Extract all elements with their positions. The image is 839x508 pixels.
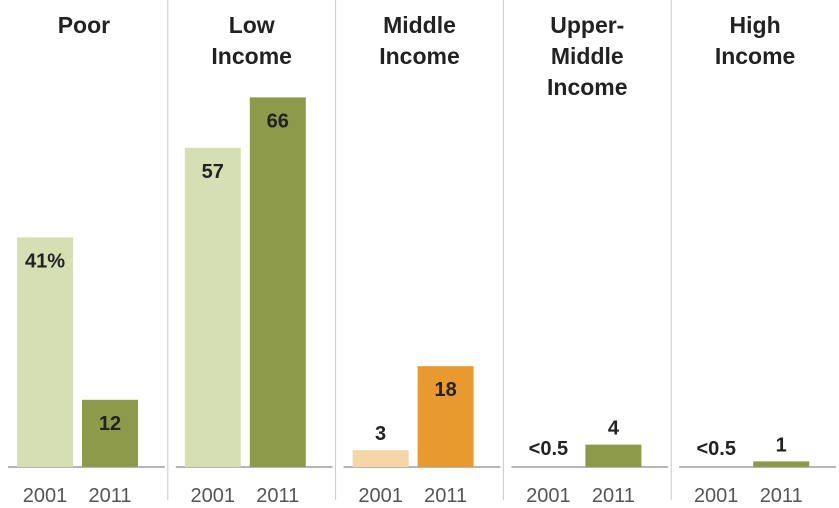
x-tick-label: 2001 xyxy=(526,485,571,507)
bar-2011 xyxy=(249,97,306,468)
x-tick-label: 2011 xyxy=(424,485,467,507)
x-tick-label: 2001 xyxy=(191,485,236,507)
x-tick-label: 2011 xyxy=(592,485,635,507)
bar-2001 xyxy=(352,450,409,467)
data-label: 66 xyxy=(267,110,289,132)
bar-2011 xyxy=(585,444,642,467)
x-tick-label: 2011 xyxy=(760,485,803,507)
x-tick-label: 2001 xyxy=(358,485,403,507)
x-tick-label: 2011 xyxy=(256,485,299,507)
data-label: 12 xyxy=(99,413,121,435)
data-label: <0.5 xyxy=(529,438,568,460)
panel-title: Middle xyxy=(383,12,456,38)
panel-title: Income xyxy=(715,43,796,69)
x-tick-label: 2001 xyxy=(694,485,739,507)
data-label: 1 xyxy=(776,434,787,456)
bar-2011 xyxy=(753,461,810,467)
panel-title: Upper- xyxy=(550,12,624,38)
panel-title: Income xyxy=(547,74,628,100)
x-tick-label: 2001 xyxy=(23,485,68,507)
bar-2011 xyxy=(82,399,138,467)
data-label: 18 xyxy=(434,379,456,401)
bar-2001 xyxy=(17,237,73,467)
panel-title: Poor xyxy=(58,12,110,38)
bar-2001 xyxy=(184,147,241,468)
panel-title: Middle xyxy=(551,43,624,69)
x-tick-label: 2011 xyxy=(88,485,131,507)
data-label: <0.5 xyxy=(696,438,735,460)
panel-title: Income xyxy=(379,43,460,69)
data-label: 57 xyxy=(202,161,224,183)
panel-title: High xyxy=(730,12,781,38)
data-label: 4 xyxy=(608,418,620,440)
panel-title: Income xyxy=(211,43,292,69)
data-label: 41% xyxy=(25,250,65,272)
panel-title: Low xyxy=(229,12,275,38)
bar-2011 xyxy=(417,366,474,467)
data-label: 3 xyxy=(375,423,386,445)
